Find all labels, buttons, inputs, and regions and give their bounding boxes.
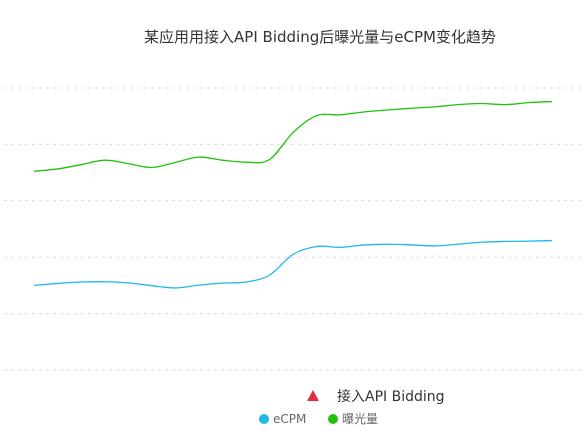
api-bidding-marker-icon (307, 390, 319, 401)
marker-legend: 接入API Bidding (307, 388, 445, 405)
series-lines (33, 100, 553, 289)
marker-label: 接入API Bidding (337, 388, 445, 405)
legend-ecpm-dot-icon (259, 414, 269, 424)
impressions-series-line (33, 100, 553, 172)
legend-impressions-label[interactable]: 曝光量 (342, 412, 378, 426)
legend-ecpm-label[interactable]: eCPM (273, 412, 306, 426)
chart-title: 某应用用接入API Bidding后曝光量与eCPM变化趋势 (144, 28, 496, 46)
ecpm-series-line (33, 239, 553, 289)
legend-impressions-dot-icon (328, 414, 338, 424)
grid-lines (4, 87, 584, 371)
legend[interactable]: eCPM 曝光量 (259, 412, 378, 426)
